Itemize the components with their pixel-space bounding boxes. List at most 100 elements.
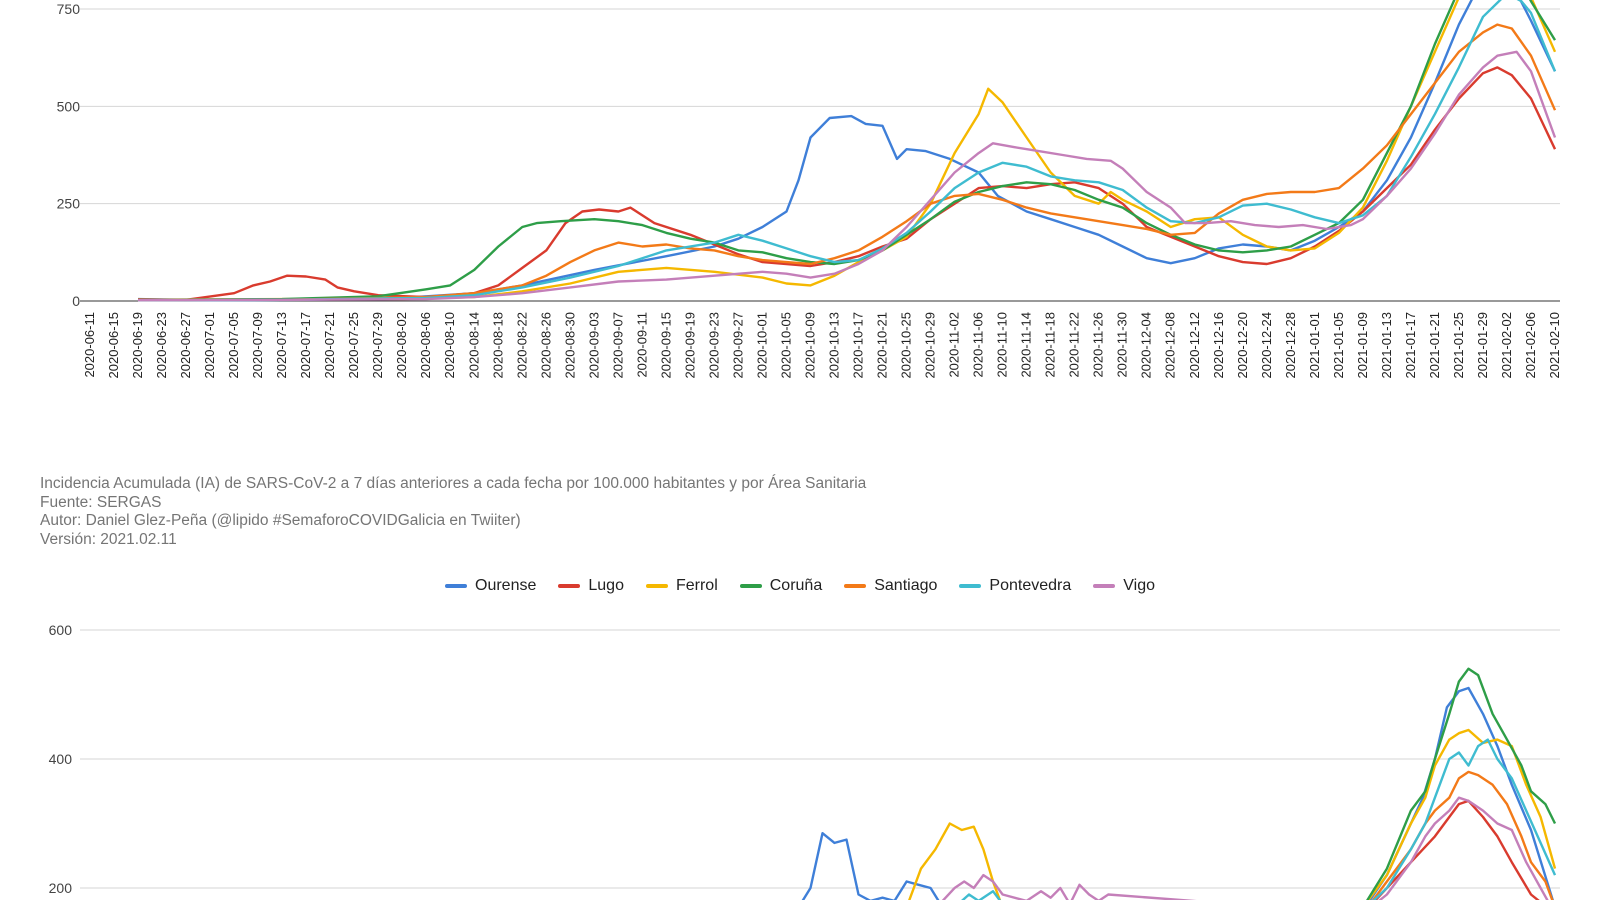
x-tick-label: 2020-06-27 (178, 312, 193, 379)
x-tick-label: 2020-11-10 (995, 312, 1010, 378)
x-tick-label: 2020-12-12 (1187, 312, 1202, 379)
y-tick-label: 0 (72, 293, 80, 309)
y-tick-label: 600 (49, 622, 73, 638)
series-line-ferrol[interactable] (137, 0, 1557, 301)
legend-item-santiago[interactable]: Santiago (844, 577, 937, 595)
x-tick-label: 2021-01-25 (1451, 312, 1466, 379)
legend-label: Ferrol (675, 577, 718, 594)
x-tick-label: 2020-09-27 (730, 312, 745, 379)
legend: Ourense Lugo Ferrol Coruña Santiago Pontevedr… (0, 577, 1600, 595)
x-tick-label: 2021-01-29 (1475, 312, 1490, 379)
x-tick-label: 2020-11-18 (1043, 312, 1058, 378)
x-tick-label: 2020-12-28 (1283, 312, 1298, 379)
legend-item-lugo[interactable]: Lugo (558, 577, 624, 595)
x-tick-label: 2020-09-07 (610, 312, 625, 379)
legend-item-vigo[interactable]: Vigo (1093, 577, 1155, 595)
legend-item-ourense[interactable]: Ourense (445, 577, 536, 595)
x-tick-label: 2020-07-17 (298, 312, 313, 379)
series-line-pontevedra[interactable] (955, 738, 1557, 900)
legend-label: Lugo (588, 577, 624, 594)
x-tick-label: 2020-12-20 (1235, 312, 1250, 379)
x-tick-label: 2020-10-25 (899, 312, 914, 379)
y-tick-label: 750 (57, 1, 81, 17)
legend-item-coruña[interactable]: Coruña (739, 577, 822, 595)
x-tick-label: 2020-09-23 (706, 312, 721, 379)
chart-top: 0 250 500 750 2020-06-11 2020-06-15 2020-06-19… (57, 0, 1562, 379)
legend-swatch (558, 584, 581, 588)
x-tick-label: 2020-06-15 (106, 312, 121, 379)
chart-bottom: 200 400 600 (49, 622, 1560, 900)
legend-swatch (445, 584, 467, 588)
x-tick-label: 2020-08-18 (490, 312, 505, 379)
x-tick-label: 2020-06-19 (130, 312, 145, 379)
x-tick-label: 2020-12-04 (1139, 312, 1154, 379)
x-tick-label: 2020-10-01 (754, 312, 769, 379)
x-tick-label: 2020-08-26 (538, 312, 553, 379)
x-tick-label: 2020-09-03 (586, 312, 601, 379)
x-tick-label: 2021-01-01 (1307, 312, 1322, 379)
legend-swatch (959, 584, 982, 588)
x-tick-label: 2020-06-11 (82, 312, 97, 378)
x-tick-label: 2020-07-25 (346, 312, 361, 379)
x-tick-label: 2021-01-09 (1355, 312, 1370, 379)
legend-item-pontevedra[interactable]: Pontevedra (959, 577, 1071, 595)
caption-author: Autor: Daniel Glez-Peña (@lipido #Semafo… (40, 512, 521, 529)
x-tick-label: 2020-12-08 (1163, 312, 1178, 379)
x-tick-label: 2020-07-29 (370, 312, 385, 379)
series-line-santiago[interactable] (138, 23, 1557, 301)
x-tick-label: 2021-01-13 (1379, 312, 1394, 379)
x-tick-label: 2020-10-05 (778, 312, 793, 379)
legend-label: Pontevedra (989, 577, 1072, 594)
series-line-pontevedra[interactable] (137, 0, 1557, 302)
x-tick-label: 2021-01-05 (1331, 312, 1346, 379)
x-tick-label: 2021-02-06 (1523, 312, 1538, 379)
x-tick-label: 2020-07-01 (202, 312, 217, 379)
x-tick-label: 2020-07-05 (226, 312, 241, 379)
x-tick-label: 2020-11-02 (947, 312, 962, 378)
x-tick-label: 2020-12-24 (1259, 312, 1274, 379)
caption-source: Fuente: SERGAS (40, 493, 162, 511)
x-tick-label: 2020-11-14 (1019, 312, 1034, 378)
series-line-ferrol[interactable] (907, 728, 1557, 900)
x-tick-label: 2021-02-02 (1499, 312, 1514, 379)
x-tick-label: 2020-07-13 (274, 312, 289, 379)
x-tick-label: 2020-06-23 (154, 312, 169, 379)
series-line-coruña[interactable] (1363, 667, 1557, 900)
caption-title: Incidencia Acumulada (IA) de SARS-CoV-2 … (40, 475, 867, 492)
legend-swatch (844, 584, 867, 588)
legend-swatch (739, 584, 762, 588)
x-tick-label: 2020-10-21 (875, 312, 890, 379)
chart-caption: Incidencia Acumulada (IA) de SARS-CoV-2 … (40, 475, 866, 549)
x-tick-label: 2020-09-11 (634, 312, 649, 378)
legend-label: Ourense (475, 577, 537, 594)
x-tick-label: 2021-02-10 (1547, 312, 1562, 379)
x-tick-label: 2020-12-16 (1211, 312, 1226, 379)
x-tick-label: 2020-07-09 (250, 312, 265, 379)
legend-swatch (1093, 584, 1116, 588)
x-tick-label: 2020-11-22 (1067, 312, 1082, 378)
x-tick-label: 2020-10-17 (851, 312, 866, 379)
x-tick-label: 2021-01-17 (1403, 312, 1418, 379)
series-line-vigo[interactable] (137, 50, 1557, 302)
series-line-ourense[interactable] (799, 686, 1556, 900)
x-tick-label: 2020-08-30 (562, 312, 577, 379)
caption-version: Versión: 2021.02.11 (40, 530, 177, 548)
x-tick-label: 2020-11-30 (1115, 312, 1130, 378)
x-tick-label: 2021-01-21 (1427, 312, 1442, 379)
legend-item-ferrol[interactable]: Ferrol (645, 577, 718, 595)
x-tick-label: 2020-08-02 (394, 312, 409, 379)
series-line-vigo[interactable] (941, 796, 1555, 900)
series-line-lugo[interactable] (137, 66, 1557, 301)
x-tick-label: 2020-08-22 (514, 312, 529, 379)
x-tick-label: 2020-08-10 (442, 312, 457, 379)
legend-swatch (645, 584, 668, 588)
x-tick-label: 2020-10-09 (802, 312, 817, 379)
x-tick-label: 2020-10-29 (923, 312, 938, 379)
y-tick-label: 400 (49, 751, 73, 767)
x-tick-label: 2020-09-19 (682, 312, 697, 379)
series-line-ourense[interactable] (137, 0, 1557, 302)
series-group (137, 0, 1557, 302)
legend-label: Santiago (874, 577, 938, 594)
series-line-coruña[interactable] (137, 0, 1557, 301)
y-tick-label: 500 (57, 98, 81, 114)
